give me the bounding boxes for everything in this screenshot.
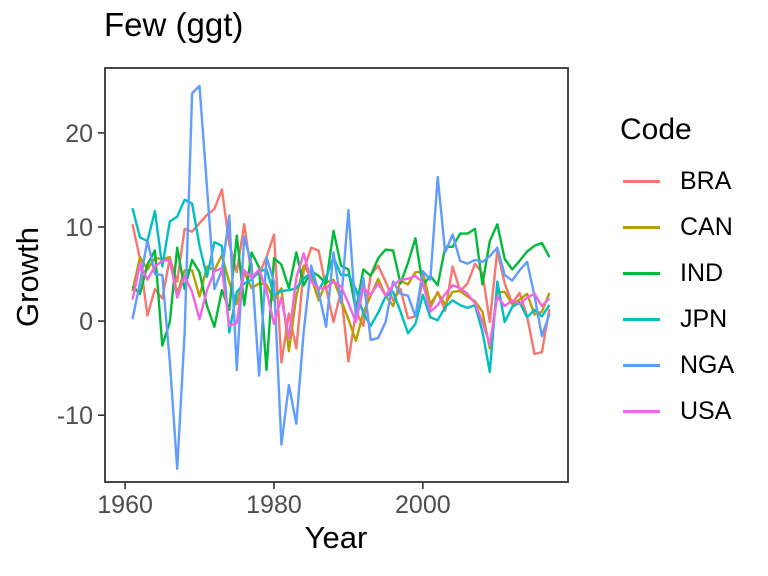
legend-item-label: CAN — [680, 212, 733, 241]
y-tick-label: 10 — [65, 214, 93, 242]
series-line-USA — [131, 252, 551, 346]
legend-item-label: NGA — [680, 350, 735, 379]
legend-item-label: BRA — [680, 166, 732, 195]
chart-title: Few (ggt) — [104, 6, 244, 43]
legend-key-line — [623, 179, 660, 183]
legend-key-line — [623, 225, 660, 229]
series-line-IND — [131, 222, 551, 372]
legend-item-CAN: CAN — [620, 204, 768, 250]
x-axis-title: Year — [304, 520, 368, 555]
legend-item-IND: IND — [620, 250, 768, 296]
y-tick-label: -10 — [57, 402, 93, 430]
legend-item-label: IND — [680, 258, 724, 287]
y-tick-label: 20 — [65, 120, 93, 148]
legend-title: Code — [620, 113, 692, 146]
legend-items: BRA CAN IND JPN NGA USA — [620, 158, 768, 434]
x-tick-label: 1980 — [246, 491, 302, 519]
x-tick-label: 2000 — [395, 491, 451, 519]
legend-key-line — [623, 271, 660, 275]
legend: Code BRA CAN IND JPN NGA USA — [620, 112, 768, 434]
legend-item-USA: USA — [620, 388, 768, 434]
legend-item-NGA: NGA — [620, 342, 768, 388]
legend-key-line — [623, 317, 660, 321]
y-axis-title: Growth — [10, 227, 45, 327]
y-tick-label: 0 — [79, 308, 93, 336]
legend-item-JPN: JPN — [620, 296, 768, 342]
legend-key-line — [623, 409, 660, 413]
x-tick-label: 1960 — [97, 491, 153, 519]
panel-border — [104, 67, 569, 483]
series-line-NGA — [131, 84, 551, 470]
legend-item-BRA: BRA — [620, 158, 768, 204]
legend-item-label: JPN — [680, 304, 728, 333]
series-line-JPN — [131, 198, 551, 374]
legend-item-label: USA — [680, 396, 732, 425]
legend-key-line — [623, 363, 660, 367]
